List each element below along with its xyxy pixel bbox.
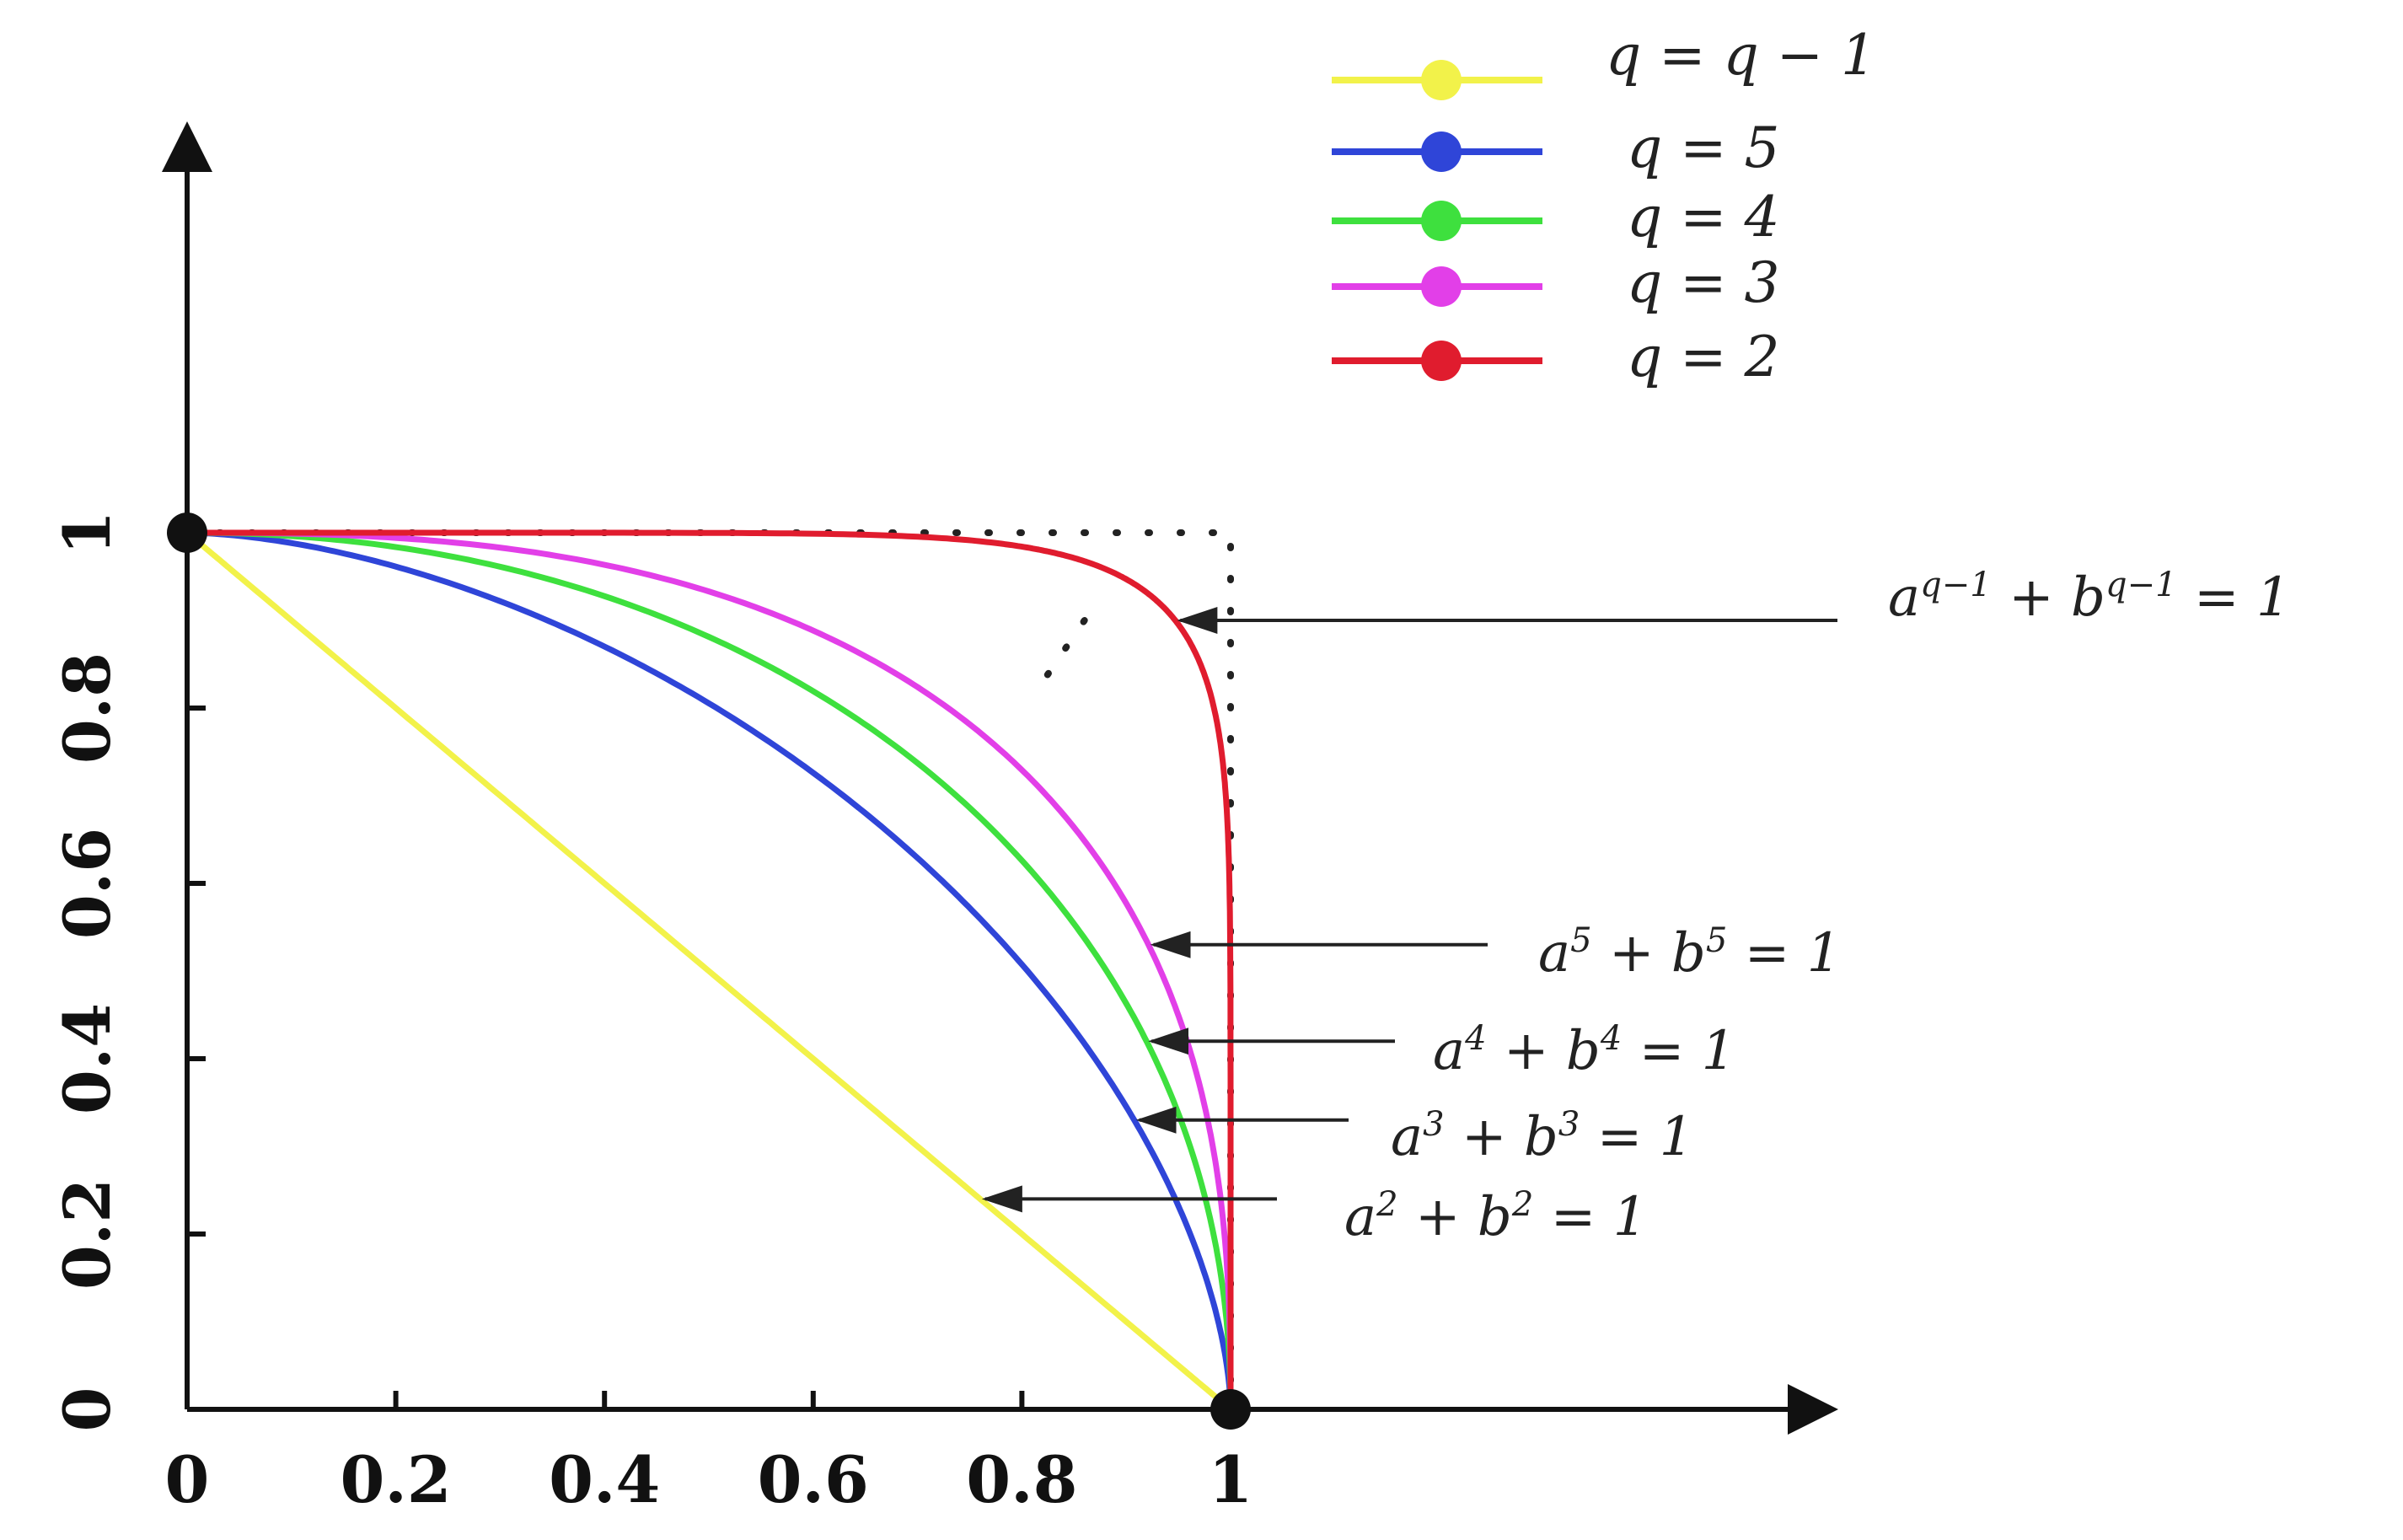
reference-box xyxy=(184,529,1234,1413)
x-tick-label: 0.8 xyxy=(966,1442,1077,1517)
legend-label: q = 2 xyxy=(1627,325,1780,389)
y-tick-label: 1 xyxy=(50,511,125,555)
legend: q = q − 1 q = 5q = 4q = 3 q = 2 xyxy=(1332,23,1876,389)
annotation-label: a3 + b3 = 1 xyxy=(1391,1105,1693,1168)
legend-marker xyxy=(1421,131,1462,172)
x-tick-label: 0 xyxy=(165,1442,210,1517)
y-tick-label: 0 xyxy=(50,1387,125,1432)
legend-label: q = q − 1 xyxy=(1606,23,1876,88)
y-axis-ticks: 0 0.2 0.4 0.6 0.8 1 xyxy=(50,511,206,1432)
x-tick-label: 0.2 xyxy=(340,1442,451,1517)
legend-label: q = 3 xyxy=(1627,250,1780,315)
legend-marker xyxy=(1421,341,1462,381)
annotation-label: a5 + b5 = 1 xyxy=(1538,921,1841,985)
endpoint-marker xyxy=(167,512,207,553)
annotation-label: a4 + b4 = 1 xyxy=(1433,1019,1735,1082)
y-tick-label: 0.4 xyxy=(50,1003,125,1114)
annotation-label: a2 + b2 = 1 xyxy=(1344,1185,1647,1248)
series-line xyxy=(184,529,1234,1413)
y-tick-label: 0.8 xyxy=(50,652,125,764)
legend-label: q = 4 xyxy=(1627,185,1780,250)
y-tick-label: 0.6 xyxy=(50,828,125,939)
x-tick-label: 1 xyxy=(1209,1442,1253,1517)
series-lines xyxy=(184,529,1234,1413)
legend-label: q = 5 xyxy=(1627,115,1780,180)
legend-marker xyxy=(1421,201,1462,241)
series-line xyxy=(187,529,1234,1409)
curve-annotations: aq−1 + bq−1 = 1 a5 + b5 = 1 a4 + b4 = 1 a3 … xyxy=(981,566,2291,1248)
series-line xyxy=(186,529,1234,1410)
series-line xyxy=(187,529,1234,1409)
reference-diagonal-dots xyxy=(1039,617,1088,685)
x-tick-label: 0.4 xyxy=(549,1442,660,1517)
endpoint-marker xyxy=(1210,1389,1251,1430)
x-tick-label: 0.6 xyxy=(758,1442,869,1517)
legend-marker xyxy=(1421,266,1462,307)
legend-marker xyxy=(1421,60,1462,100)
y-tick-label: 0.2 xyxy=(50,1178,125,1290)
annotation-label: aq−1 + bq−1 = 1 xyxy=(1888,566,2291,629)
endpoint-markers xyxy=(167,512,1251,1430)
series-line xyxy=(187,529,1234,1409)
